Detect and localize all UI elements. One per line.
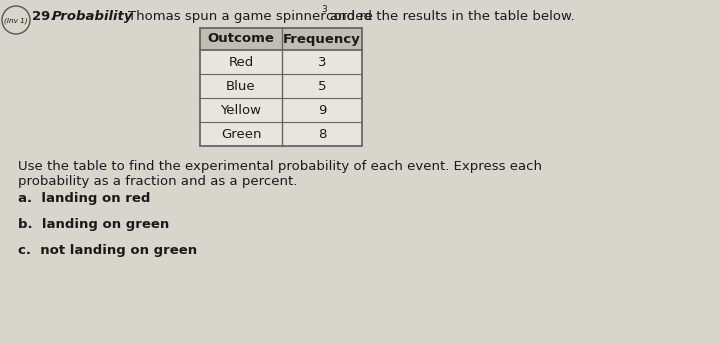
Text: c.  not landing on green: c. not landing on green xyxy=(18,244,197,257)
Bar xyxy=(200,28,362,146)
Text: probability as a fraction and as a percent.: probability as a fraction and as a perce… xyxy=(18,175,297,188)
Text: 5: 5 xyxy=(318,80,326,93)
Text: Probability: Probability xyxy=(52,10,133,23)
Text: 29.: 29. xyxy=(32,10,55,23)
Text: Thomas spun a game spinner and re: Thomas spun a game spinner and re xyxy=(128,10,373,23)
Bar xyxy=(200,50,362,146)
Text: Yellow: Yellow xyxy=(220,104,261,117)
Text: Outcome: Outcome xyxy=(207,33,274,46)
Text: (Inv 1): (Inv 1) xyxy=(4,18,28,24)
Text: Blue: Blue xyxy=(226,80,256,93)
Text: Frequency: Frequency xyxy=(283,33,361,46)
Text: 3: 3 xyxy=(318,56,326,69)
Text: a.  landing on red: a. landing on red xyxy=(18,192,150,205)
Text: corded the results in the table below.: corded the results in the table below. xyxy=(326,10,575,23)
Bar xyxy=(200,28,362,50)
Text: 3: 3 xyxy=(321,5,327,14)
Text: Red: Red xyxy=(228,56,253,69)
Text: 8: 8 xyxy=(318,128,326,141)
Text: Green: Green xyxy=(221,128,261,141)
Text: b.  landing on green: b. landing on green xyxy=(18,218,169,231)
Text: 9: 9 xyxy=(318,104,326,117)
Text: Use the table to find the experimental probability of each event. Express each: Use the table to find the experimental p… xyxy=(18,160,542,173)
